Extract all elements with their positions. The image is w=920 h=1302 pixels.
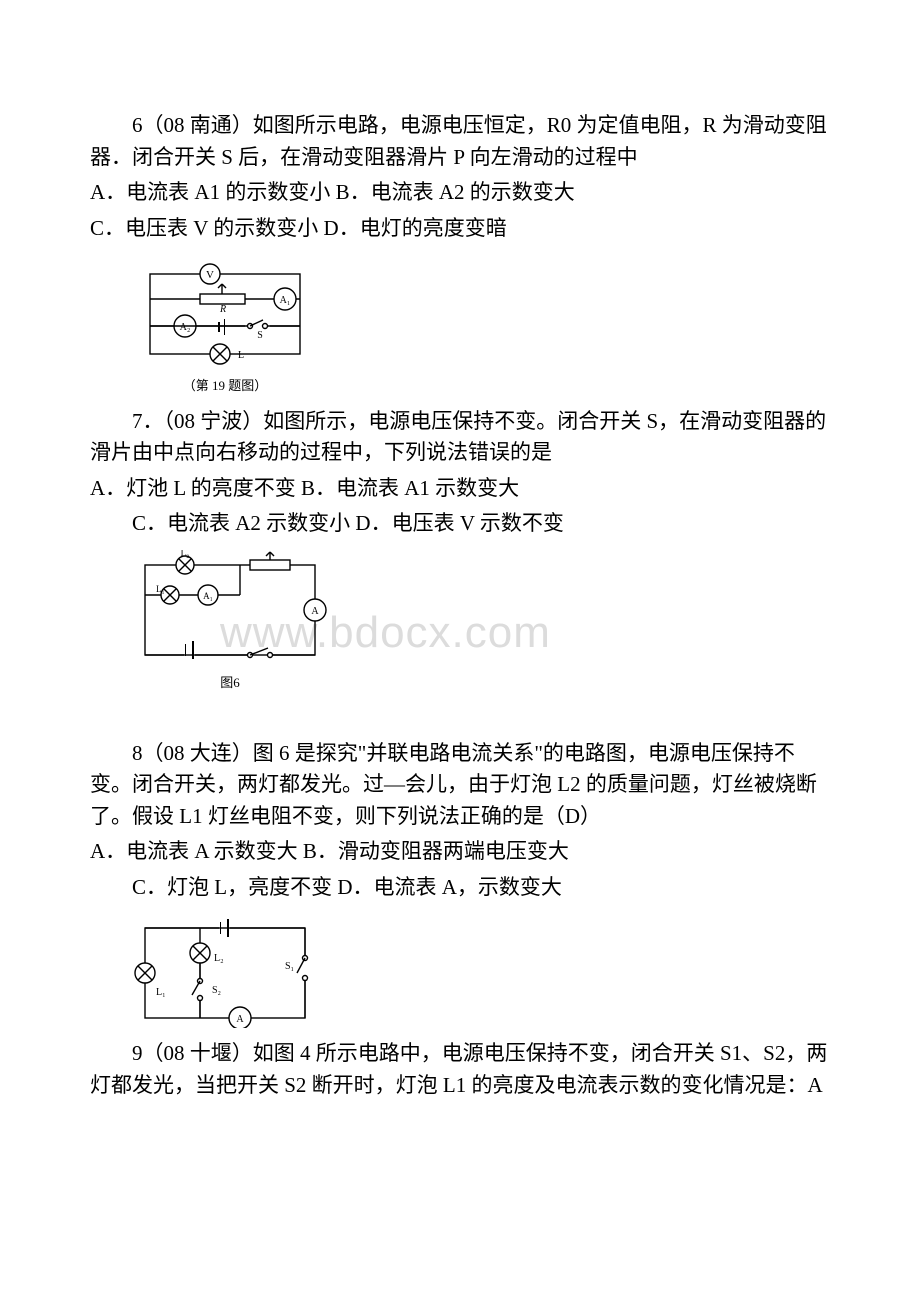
q6-caption: （第 19 题图） [130,376,320,396]
a-label-q8: A [236,1014,244,1025]
l2-label: L₂ [181,550,190,558]
q8-opt-ab: A．电流表 A 示数变大 B．滑动变阻器两端电压变大 [90,836,830,868]
q6-opt-ab: A．电流表 A1 的示数变小 B．电流表 A2 的示数变大 [90,177,830,209]
q7-diagram: L₂ L₁ A₁ A [130,550,830,693]
q6-stem: 6（08 南通）如图所示电路，电源电压恒定，R0 为定值电阻，R 为滑动变阻器．… [90,110,830,173]
s1-label: S₁ [285,961,294,972]
q8-stem: 8（08 大连）图 6 是探究"并联电路电流关系"的电路图，电源电压保持不变。闭… [90,738,830,833]
l1-label: L₁ [156,584,165,594]
a1-label-q7: A₁ [203,591,213,601]
s2-label: S₂ [212,985,221,996]
a1-label: A₁ [280,295,291,306]
q9-stem: 9（08 十堰）如图 4 所示电路中，电源电压保持不变，闭合开关 S1、S2，两… [90,1038,830,1101]
l2-label-q8: L₂ [214,953,224,964]
q6-diagram: V R A₁ A₂ [130,254,830,396]
q8-diagram: L₁ L₂ S₂ [130,913,830,1028]
l1-label-q8: L₁ [156,987,166,998]
q7-opt-ab: A．灯池 L 的亮度不变 B．电流表 A1 示数变大 [90,473,830,505]
circuit-diagram-q8: L₁ L₂ S₂ [130,913,320,1028]
q8-opt-cd: C．灯泡 L，亮度不变 D．电流表 A，示数变大 [90,872,830,904]
q7-caption: 图6 [130,673,330,693]
s-label: S [257,330,263,341]
circuit-diagram-q7: L₂ L₁ A₁ A [130,550,330,670]
v-label: V [206,269,214,281]
a2-label: A₂ [180,322,191,333]
q6-opt-cd: C．电压表 V 的示数变小 D．电灯的亮度变暗 [90,213,830,245]
q7-stem: 7．（08 宁波）如图所示，电源电压保持不变。闭合开关 S，在滑动变阻器的滑片由… [90,406,830,469]
q7-opt-cd: C．电流表 A2 示数变小 D．电压表 V 示数不变 [90,508,830,540]
circuit-diagram-q6: V R A₁ A₂ [130,254,320,374]
l-label: L [238,350,244,361]
a-label-q7: A [311,606,319,617]
page-content: 6（08 南通）如图所示电路，电源电压恒定，R0 为定值电阻，R 为滑动变阻器．… [90,110,830,1101]
r-label: R [219,304,226,315]
